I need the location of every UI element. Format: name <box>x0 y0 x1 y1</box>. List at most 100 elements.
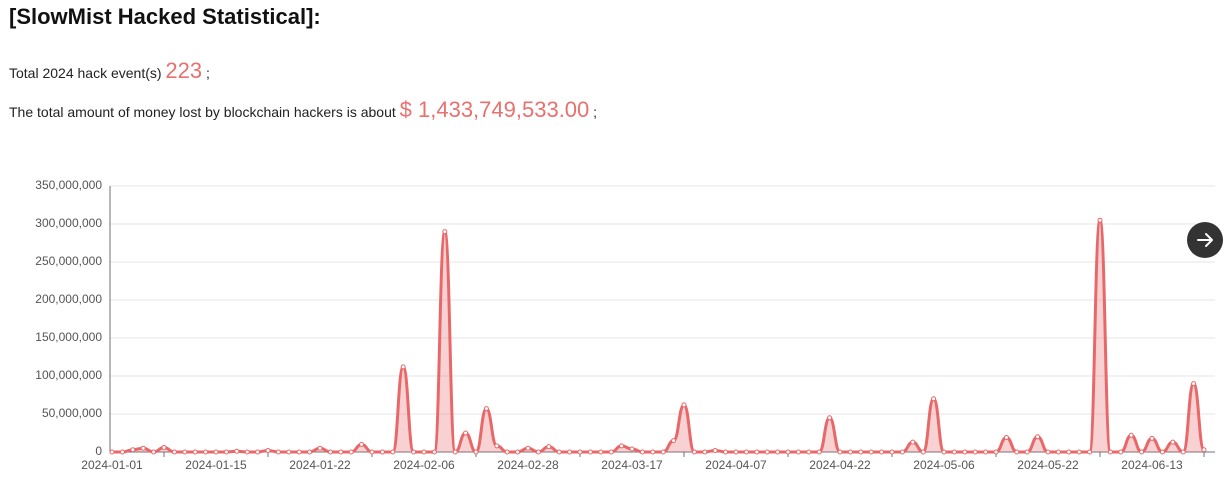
point <box>806 449 812 455</box>
point <box>109 449 115 455</box>
point <box>1128 432 1134 438</box>
point <box>910 439 916 445</box>
point <box>650 449 656 455</box>
point <box>951 449 957 455</box>
x-tick-label: 2024-01-15 <box>185 458 247 472</box>
point <box>931 396 937 402</box>
y-tick-label: 150,000,000 <box>35 330 102 344</box>
point <box>473 449 479 455</box>
point <box>286 449 292 455</box>
y-tick-label: 300,000,000 <box>35 216 102 230</box>
point <box>962 449 968 455</box>
point <box>660 449 666 455</box>
point <box>764 449 770 455</box>
point <box>837 449 843 455</box>
point <box>754 449 760 455</box>
point <box>452 449 458 455</box>
x-tick-label: 2024-01-01 <box>81 458 143 472</box>
next-button[interactable] <box>1187 222 1223 258</box>
point <box>702 449 708 455</box>
x-tick-label: 2024-03-17 <box>601 458 663 472</box>
money-amount: $ 1,433,749,533.00 <box>399 97 590 122</box>
x-tick-label: 2024-05-22 <box>1017 458 1079 472</box>
events-prefix: Total 2024 hack event(s) <box>9 65 162 81</box>
point <box>119 449 125 455</box>
point <box>171 449 177 455</box>
point <box>639 449 645 455</box>
money-prefix: The total amount of money lost by blockc… <box>9 104 396 120</box>
x-tick-label: 2024-04-07 <box>705 458 767 472</box>
area <box>112 220 1204 452</box>
point <box>296 449 302 455</box>
point <box>556 449 562 455</box>
point <box>827 415 833 421</box>
point <box>941 449 947 455</box>
point <box>1087 449 1093 455</box>
point <box>868 449 874 455</box>
point <box>889 449 895 455</box>
point <box>244 449 250 455</box>
point <box>1076 449 1082 455</box>
point <box>567 449 573 455</box>
point <box>515 449 521 455</box>
point <box>151 449 157 455</box>
y-tick-label: 350,000,000 <box>35 178 102 192</box>
point <box>1066 449 1072 455</box>
point <box>1003 435 1009 441</box>
point <box>192 449 198 455</box>
point <box>348 449 354 455</box>
point <box>390 449 396 455</box>
x-tick-label: 2024-02-28 <box>497 458 559 472</box>
title: [SlowMist Hacked Statistical]: <box>9 4 321 29</box>
arrow-icon <box>1197 233 1213 247</box>
point <box>775 449 781 455</box>
point <box>619 443 625 449</box>
point <box>629 446 635 452</box>
point <box>400 364 406 370</box>
point <box>463 430 469 436</box>
y-tick-label: 200,000,000 <box>35 292 102 306</box>
point <box>421 449 427 455</box>
point <box>847 449 853 455</box>
point <box>858 449 864 455</box>
point <box>1097 217 1103 223</box>
point <box>255 449 261 455</box>
x-tick-label: 2024-02-06 <box>393 458 455 472</box>
point <box>213 449 219 455</box>
point <box>1035 434 1041 440</box>
point <box>546 444 552 450</box>
money-line: The total amount of money lost by blockc… <box>9 97 597 123</box>
point <box>1107 449 1113 455</box>
events-line: Total 2024 hack event(s) 223 ; <box>9 58 210 84</box>
y-tick-label: 250,000,000 <box>35 254 102 268</box>
point <box>983 449 989 455</box>
point <box>691 449 697 455</box>
point <box>879 449 885 455</box>
point <box>577 449 583 455</box>
y-tick-label: 100,000,000 <box>35 368 102 382</box>
point <box>379 449 385 455</box>
point <box>733 449 739 455</box>
point <box>411 449 417 455</box>
x-tick-label: 2024-04-22 <box>809 458 871 472</box>
point <box>1191 381 1197 387</box>
point <box>1024 449 1030 455</box>
point <box>816 449 822 455</box>
events-suffix: ; <box>206 65 210 81</box>
events-count: 223 <box>165 58 203 83</box>
point <box>1201 447 1207 453</box>
point <box>671 438 677 444</box>
point <box>182 449 188 455</box>
point <box>307 449 313 455</box>
point <box>1149 435 1155 441</box>
point <box>1180 449 1186 455</box>
point <box>587 449 593 455</box>
point <box>795 449 801 455</box>
x-tick-label: 2024-01-22 <box>289 458 351 472</box>
point <box>1118 449 1124 455</box>
y-tick-label: 0 <box>95 444 102 458</box>
point <box>899 449 905 455</box>
point <box>993 449 999 455</box>
point <box>1139 449 1145 455</box>
